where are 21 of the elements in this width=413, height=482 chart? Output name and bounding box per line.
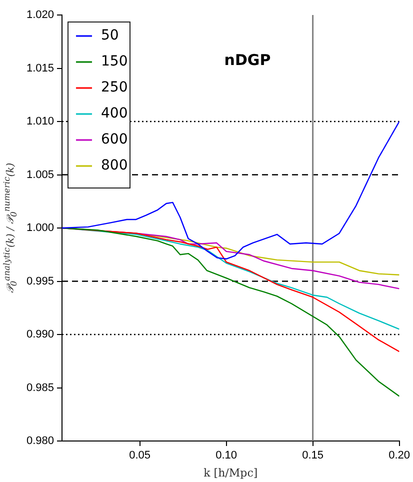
y-tick-label: 0.980 — [26, 435, 54, 448]
y-tick-label: 1.000 — [26, 222, 54, 234]
legend-label: 250 — [101, 80, 128, 96]
x-tick-label: 0.20 — [388, 450, 410, 462]
annotation: nDGP — [224, 50, 271, 69]
x-axis-title: k [h/Mpc] — [204, 466, 258, 480]
legend-label: 150 — [101, 54, 128, 70]
x-tick-label: 0.10 — [216, 450, 238, 462]
x-tick-label: 0.05 — [129, 450, 151, 462]
y-tick-label: 0.990 — [26, 328, 54, 341]
legend-label: 800 — [101, 158, 128, 174]
y-tick-label: 1.020 — [26, 9, 54, 22]
legend-label: 50 — [101, 28, 119, 44]
legend-label: 400 — [101, 106, 128, 122]
y-tick-label: 0.985 — [26, 382, 54, 394]
y-tick-label: 1.015 — [26, 62, 54, 74]
legend-label: 600 — [101, 132, 128, 148]
y-tick-label: 1.010 — [26, 116, 54, 128]
x-tick-label: 0.15 — [302, 450, 324, 462]
y-tick-label: 0.995 — [26, 275, 54, 288]
y-tick-label: 1.005 — [26, 168, 54, 181]
